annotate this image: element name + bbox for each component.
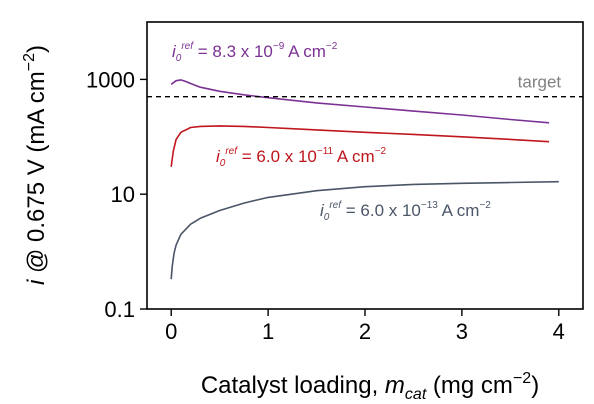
- y-tick-label-0: 0.1: [104, 297, 135, 322]
- x-tick-label-2: 2: [359, 319, 371, 344]
- x-axis-ticks: 0 1 2 3 4: [165, 309, 565, 344]
- x-tick-label-0: 0: [165, 319, 177, 344]
- x-tick-label-3: 3: [456, 319, 468, 344]
- series-label-2: i0ref = 6.0 x 10−13 A cm−2: [320, 200, 491, 223]
- y-axis-ticks: 0.1 10 1000: [86, 67, 147, 322]
- x-tick-label-1: 1: [262, 319, 274, 344]
- target-label: target: [518, 73, 562, 92]
- series-layer: [170, 79, 559, 280]
- series-line-1: [170, 125, 550, 167]
- series-label-1: i0ref = 6.0 x 10−11 A cm−2: [216, 146, 387, 169]
- x-tick-label-4: 4: [553, 319, 565, 344]
- x-axis-label: Catalyst loading, mcat (mg cm−2): [201, 370, 539, 403]
- y-tick-label-2: 1000: [86, 67, 135, 92]
- y-axis-label: i @ 0.675 V (mA cm−2): [21, 45, 50, 285]
- series-line-0: [170, 79, 550, 124]
- y-tick-label-1: 10: [111, 182, 135, 207]
- series-line-2: [170, 180, 559, 280]
- series-label-0: i0ref = 8.3 x 10−9 A cm−2: [172, 41, 338, 64]
